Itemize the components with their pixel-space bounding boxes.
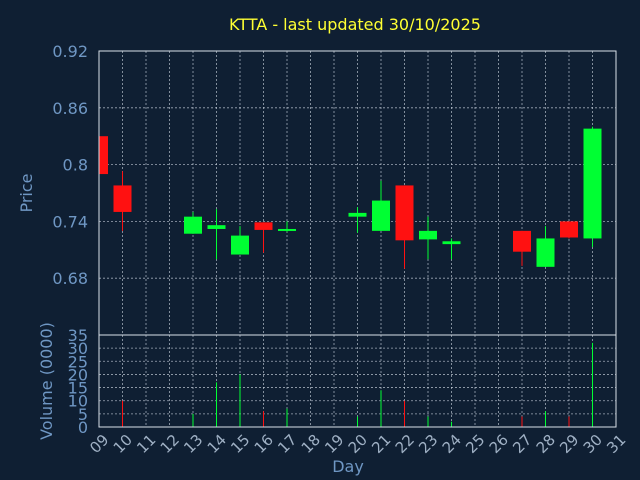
- price-axis-label: Price: [17, 173, 36, 212]
- x-tick-label: 13: [180, 431, 206, 457]
- candle-body: [231, 235, 249, 255]
- candle: [513, 230, 531, 266]
- volume-tick-label: 5: [78, 405, 88, 424]
- candle-body: [207, 225, 226, 229]
- x-tick-label: 15: [227, 431, 253, 457]
- candle: [278, 221, 296, 232]
- x-tick-label: 31: [603, 431, 629, 457]
- x-tick-label: 21: [368, 431, 394, 457]
- x-tick-label: 26: [486, 431, 512, 457]
- candle-body: [99, 136, 108, 175]
- candle-body: [395, 185, 414, 241]
- x-tick-label: 24: [439, 431, 465, 457]
- price-tick-label: 0.86: [52, 99, 88, 118]
- x-tick-label: 10: [110, 431, 136, 457]
- volume-tick-label: 10: [68, 392, 88, 411]
- x-tick-label: 27: [509, 431, 535, 457]
- volume-tick-label: 15: [68, 379, 88, 398]
- candle-body: [513, 230, 531, 252]
- candle-body: [536, 238, 555, 267]
- candle: [560, 221, 578, 239]
- volume-tick-label: 0: [78, 418, 88, 437]
- x-tick-label: 12: [157, 431, 183, 457]
- x-tick-label: 25: [462, 431, 488, 457]
- candle-body: [442, 241, 461, 245]
- candle-body: [419, 230, 437, 240]
- candle-body: [113, 185, 132, 212]
- candle: [442, 238, 461, 260]
- candle-body: [278, 228, 296, 231]
- candle-body: [560, 221, 578, 238]
- candles: [98, 126, 602, 269]
- x-tick-label: 11: [133, 431, 159, 457]
- volume-plot-frame: [98, 334, 617, 428]
- volume-bars: [122, 342, 593, 427]
- x-tick-label: 22: [392, 431, 418, 457]
- x-tick-label: 17: [274, 431, 300, 457]
- candle-body: [254, 222, 273, 230]
- x-tick-label: 20: [345, 431, 371, 457]
- x-tick-labels: 0910111213141516171819202122232425262728…: [86, 431, 629, 457]
- volume-axis-label: Volume (0000): [37, 322, 56, 440]
- candle: [395, 185, 414, 269]
- volume-tick-label: 20: [68, 365, 88, 384]
- volume-tick-label: 35: [68, 326, 88, 345]
- x-tick-label: 28: [533, 431, 559, 457]
- candle: [372, 180, 390, 231]
- candle: [536, 226, 555, 267]
- x-tick-label: 16: [251, 431, 277, 457]
- candle-body: [184, 216, 202, 234]
- chart-title: KTTA - last updated 30/10/2025: [229, 15, 481, 34]
- candle-body: [348, 212, 367, 217]
- candle: [348, 207, 367, 233]
- candle: [207, 209, 226, 260]
- volume-tick-label: 30: [68, 339, 88, 358]
- candle: [419, 216, 437, 260]
- x-tick-label: 29: [556, 431, 582, 457]
- price-tick-labels: 0.68 0.74 0.8 0.86 0.92: [52, 42, 88, 288]
- candle: [231, 226, 249, 255]
- x-tick-label: 14: [204, 431, 230, 457]
- price-tick-label: 0.92: [52, 42, 88, 61]
- x-tick-label: 30: [580, 431, 606, 457]
- candle: [583, 126, 602, 247]
- x-tick-label: 19: [321, 431, 347, 457]
- price-tick-label: 0.8: [63, 156, 88, 175]
- x-axis-label: Day: [332, 457, 364, 476]
- price-grid: [98, 50, 617, 335]
- volume-tick-label: 25: [68, 352, 88, 371]
- x-tick-label: 18: [298, 431, 324, 457]
- price-tick-label: 0.74: [52, 212, 88, 231]
- candle-body: [583, 128, 602, 239]
- volume-grid: [98, 334, 617, 428]
- candle: [98, 136, 108, 175]
- price-tick-label: 0.68: [52, 269, 88, 288]
- candle: [113, 171, 132, 231]
- candle: [254, 222, 273, 253]
- x-tick-label: 23: [415, 431, 441, 457]
- candle: [184, 211, 202, 234]
- x-tick-label: 09: [86, 431, 112, 457]
- candle-body: [372, 200, 390, 231]
